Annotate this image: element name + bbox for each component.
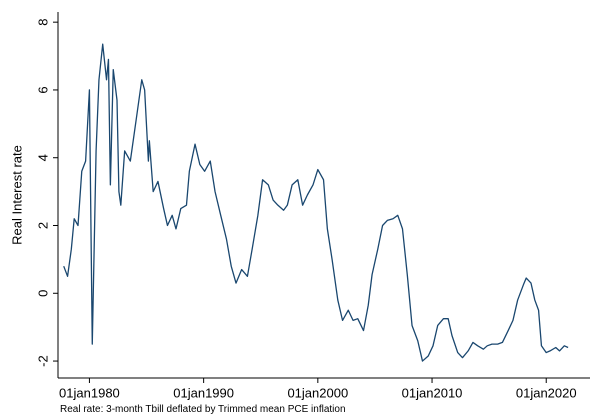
data-line [63, 43, 569, 362]
y-tick-label: 2 [35, 222, 50, 229]
x-tick-label: 01jan2000 [287, 385, 348, 400]
x-tick-label: 01jan2010 [402, 385, 463, 400]
y-tick-label: 6 [35, 86, 50, 93]
y-tick-label: 0 [35, 290, 50, 297]
y-tick-label: 4 [35, 154, 50, 161]
x-tick-label: 01jan1990 [173, 385, 234, 400]
y-tick-label: -2 [35, 355, 50, 367]
x-tick-label: 01jan2020 [516, 385, 577, 400]
chart-note: Real rate: 3-month Tbill deflated by Tri… [60, 404, 346, 415]
x-tick-label: 01jan1980 [59, 385, 120, 400]
y-axis-title: Real Interest rate [9, 145, 24, 245]
y-tick-label: 8 [35, 19, 50, 26]
